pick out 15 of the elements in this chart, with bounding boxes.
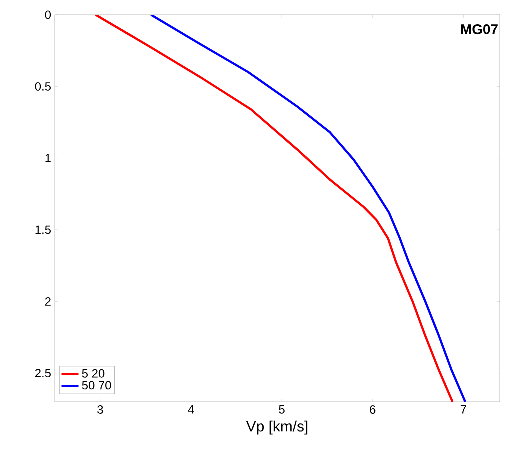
x-tick-label: 5 bbox=[279, 406, 285, 414]
y-tick-label: 2.5 bbox=[35, 369, 51, 378]
y-tick-label: 0 bbox=[45, 10, 52, 20]
x-axis-title: Vp [km/s] bbox=[246, 420, 308, 435]
annotation: MG07 bbox=[461, 24, 498, 34]
x-tick-label: 3 bbox=[98, 406, 104, 414]
legend-label: 5 20 bbox=[82, 369, 105, 378]
y-tick-label: 1.5 bbox=[36, 226, 51, 234]
legend-label: 50 70 bbox=[82, 381, 112, 390]
x-tick-label: 6 bbox=[370, 406, 376, 414]
y-tick-label: 2 bbox=[45, 298, 51, 306]
y-tick-label: 1 bbox=[46, 154, 51, 162]
x-tick-label: 4 bbox=[188, 406, 194, 414]
y-tick-label: 0.5 bbox=[35, 82, 51, 91]
x-tick-label: 7 bbox=[460, 406, 466, 414]
